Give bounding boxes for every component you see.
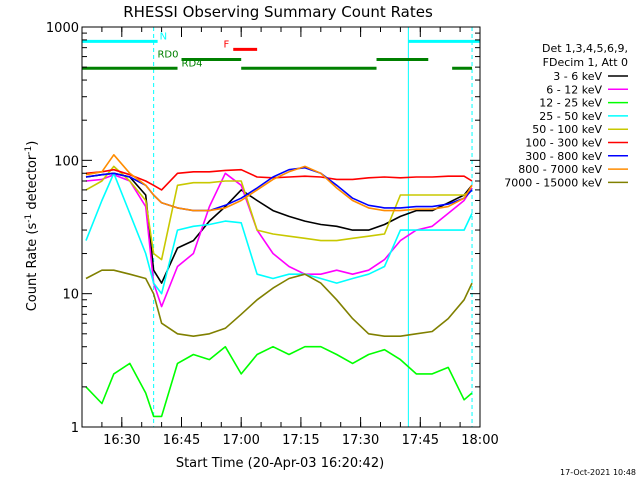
series-line — [85, 172, 473, 308]
legend-entry-label: 50 - 100 keV — [532, 123, 602, 136]
legend-header: Det 1,3,4,5,6,9, — [542, 42, 628, 55]
legend-entry-label: 12 - 25 keV — [539, 97, 602, 110]
series-line — [85, 269, 473, 338]
legend-entry-label: 3 - 6 keV — [553, 70, 602, 83]
x-axis-label: Start Time (20-Apr-03 16:20:42) — [176, 456, 384, 471]
legend: Det 1,3,4,5,6,9,FDecim 1, Att 03 - 6 keV… — [504, 42, 628, 189]
flag-label: RD0 — [157, 50, 178, 61]
series-line — [85, 345, 473, 418]
legend-entry-label: 7000 - 15000 keV — [504, 176, 602, 189]
legend-entry-label: 6 - 12 keV — [546, 83, 602, 96]
data-layer: N F RD0 RD4 — [82, 27, 480, 427]
x-tick-label: 16:30 — [103, 433, 140, 448]
chart-title: RHESSI Observing Summary Count Rates — [123, 3, 433, 21]
x-tick-label: 16:45 — [163, 433, 200, 448]
x-tick-label: 17:15 — [282, 433, 319, 448]
y-tick-label: 1 — [71, 421, 79, 436]
x-tick-label: 18:00 — [461, 433, 498, 448]
series-line — [85, 165, 473, 261]
x-tick-label: 17:30 — [342, 433, 379, 448]
y-axis-label: Count Rate (s-1 detector-1) — [24, 141, 40, 312]
flag-label: N — [160, 31, 167, 42]
legend-entry-label: 25 - 50 keV — [539, 110, 602, 123]
legend-entry-label: 100 - 300 keV — [525, 137, 602, 150]
series-line — [85, 154, 473, 212]
timestamp: 17-Oct-2021 10:48 — [560, 468, 636, 477]
flag-label: RD4 — [182, 58, 203, 69]
series-line — [85, 172, 473, 295]
y-tick-label: 100 — [54, 154, 79, 169]
legend-header: FDecim 1, Att 0 — [543, 56, 628, 69]
y-tick-label: 10 — [62, 288, 79, 303]
y-tick-label: 1000 — [46, 21, 79, 36]
legend-entry-label: 800 - 7000 keV — [518, 163, 602, 176]
x-tick-label: 17:00 — [222, 433, 259, 448]
legend-entry-label: 300 - 800 keV — [525, 150, 602, 163]
flag-label: F — [223, 39, 229, 50]
x-tick-label: 17:45 — [402, 433, 439, 448]
